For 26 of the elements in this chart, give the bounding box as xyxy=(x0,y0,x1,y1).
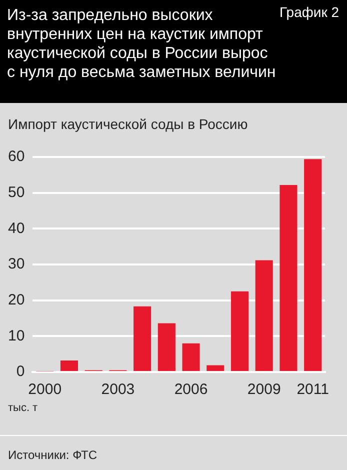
x-tick-label: 2003 xyxy=(101,381,135,398)
x-tick-label: 2011 xyxy=(296,381,329,398)
chart-title: Из-за запредельно высоких внутренних цен на каустик импорт каустической соды в России вырос с нуля до весьма заметных величин xyxy=(7,6,277,82)
bar xyxy=(304,159,322,371)
bar xyxy=(158,323,176,371)
y-tick-label: 10 xyxy=(8,327,25,344)
bar xyxy=(230,291,249,371)
bar xyxy=(60,360,78,371)
y-axis-title: тыс. т xyxy=(8,402,38,414)
bar xyxy=(280,184,298,371)
y-tick-label: 20 xyxy=(8,291,25,308)
x-tick-label: 2009 xyxy=(247,381,281,398)
bar xyxy=(255,260,273,371)
chart-subtitle: Импорт каустической соды в Россию xyxy=(8,116,248,132)
bar xyxy=(206,365,224,371)
y-tick-label: 30 xyxy=(8,256,25,273)
y-tick-label: 50 xyxy=(8,184,25,201)
text: График 2 xyxy=(279,4,339,20)
y-tick-label: 0 xyxy=(16,363,25,380)
y-tick-label: 60 xyxy=(8,148,25,166)
x-tick-label: 2006 xyxy=(174,381,208,398)
bar xyxy=(134,306,152,371)
bar xyxy=(182,343,200,371)
text: Источники: ФТС xyxy=(8,448,98,462)
x-tick-label: 2000 xyxy=(28,381,62,398)
y-tick-label: 40 xyxy=(8,220,25,237)
